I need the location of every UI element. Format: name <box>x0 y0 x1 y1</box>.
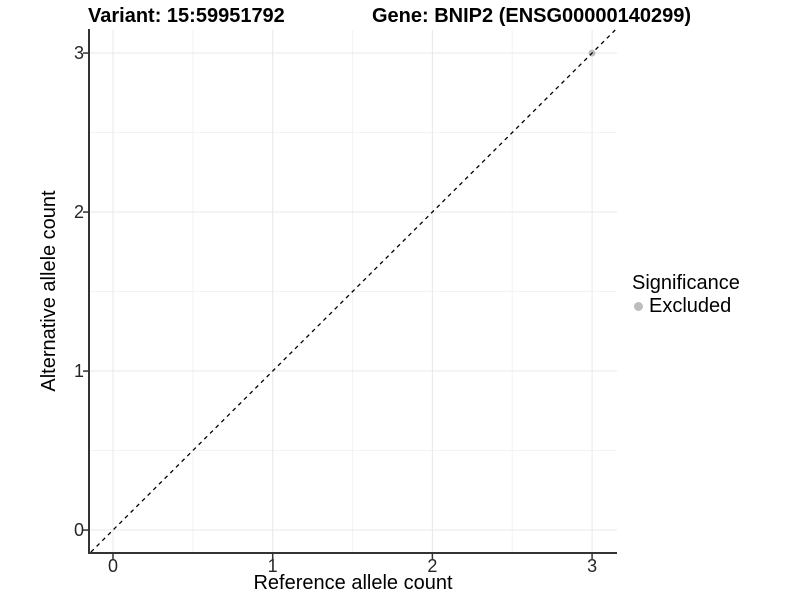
legend-title: Significance <box>632 272 740 294</box>
x-tick-label: 2 <box>427 556 438 576</box>
y-axis-title: Alternative allele count <box>38 190 60 392</box>
plot-title-variant: Variant: 15:59951792 <box>88 5 285 27</box>
x-tick-label: 1 <box>267 556 278 576</box>
legend: Significance Excluded <box>630 272 740 317</box>
y-tick-label: 0 <box>73 520 84 541</box>
plot-title-gene: Gene: BNIP2 (ENSG00000140299) <box>372 5 692 27</box>
y-tick-label: 1 <box>73 361 84 382</box>
x-tick-label: 3 <box>587 556 598 576</box>
legend-item-label: Excluded <box>649 295 732 317</box>
legend-items: Excluded <box>630 295 740 317</box>
x-tick-label: 0 <box>107 556 118 576</box>
legend-point-icon <box>634 301 643 311</box>
legend-item: Excluded <box>630 295 740 317</box>
identity-reference-line <box>90 29 616 553</box>
x-axis-title: Reference allele count <box>253 572 453 594</box>
y-tick-label: 2 <box>73 202 84 223</box>
plot-panel <box>83 29 617 559</box>
plot-canvas <box>83 29 617 559</box>
y-tick-label: 3 <box>73 43 84 64</box>
